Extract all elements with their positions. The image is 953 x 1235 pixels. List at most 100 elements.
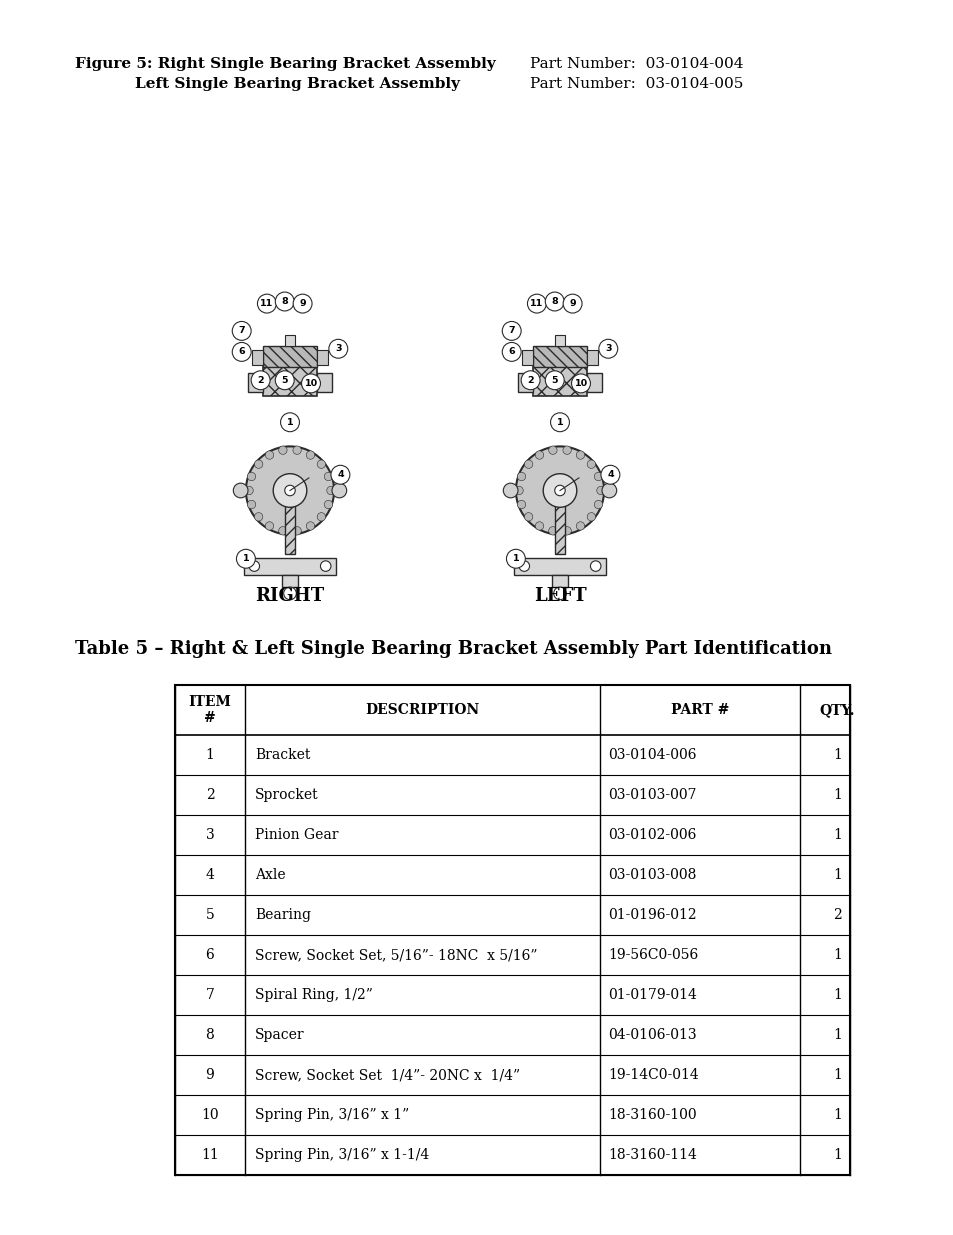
Circle shape (245, 487, 253, 495)
Circle shape (550, 412, 569, 432)
Circle shape (597, 487, 604, 495)
Circle shape (278, 526, 287, 535)
Circle shape (524, 513, 533, 521)
Text: Left Single Bearing Bracket Assembly: Left Single Bearing Bracket Assembly (135, 77, 459, 91)
Circle shape (571, 374, 590, 393)
Circle shape (273, 474, 307, 508)
Text: 19-56C0-056: 19-56C0-056 (607, 948, 698, 962)
Text: 03-0104-006: 03-0104-006 (607, 748, 696, 762)
Text: LEFT: LEFT (533, 587, 586, 605)
Text: Figure 5: Right Single Bearing Bracket Assembly: Figure 5: Right Single Bearing Bracket A… (75, 57, 496, 70)
Bar (317, 350, 328, 364)
Circle shape (306, 521, 314, 530)
Circle shape (600, 466, 619, 484)
Text: 4: 4 (606, 471, 613, 479)
Circle shape (576, 521, 584, 530)
Text: 1: 1 (557, 417, 562, 427)
Circle shape (280, 412, 299, 432)
Circle shape (548, 446, 557, 454)
Circle shape (284, 485, 294, 495)
Text: 9: 9 (299, 299, 306, 308)
Bar (262, 346, 317, 367)
Text: 5: 5 (206, 908, 214, 923)
Circle shape (586, 459, 595, 468)
Text: Bracket: Bracket (254, 748, 310, 762)
Text: 18-3160-100: 18-3160-100 (607, 1108, 696, 1123)
Text: 9: 9 (569, 299, 576, 308)
Text: 10: 10 (201, 1108, 218, 1123)
Circle shape (562, 294, 581, 312)
Text: 2: 2 (527, 375, 534, 385)
Text: 6: 6 (508, 347, 515, 357)
Circle shape (254, 459, 263, 468)
Bar (554, 480, 565, 553)
Circle shape (265, 521, 274, 530)
Text: 19-14C0-014: 19-14C0-014 (607, 1068, 698, 1082)
Circle shape (278, 446, 287, 454)
Text: 03-0102-006: 03-0102-006 (607, 827, 696, 842)
Circle shape (545, 291, 563, 311)
Text: Spiral Ring, 1/2”: Spiral Ring, 1/2” (254, 988, 373, 1002)
Text: 4: 4 (205, 868, 214, 882)
Circle shape (516, 446, 603, 535)
Circle shape (275, 291, 294, 311)
Circle shape (562, 446, 571, 454)
Text: 3: 3 (335, 345, 341, 353)
Circle shape (554, 485, 565, 495)
Bar (248, 373, 262, 391)
Bar (281, 574, 298, 587)
Circle shape (265, 451, 274, 459)
Text: 2: 2 (832, 908, 841, 923)
Text: DESCRIPTION: DESCRIPTION (365, 703, 479, 718)
Text: Bearing: Bearing (254, 908, 311, 923)
Circle shape (275, 370, 294, 390)
Text: 9: 9 (206, 1068, 214, 1082)
Text: PART #: PART # (670, 703, 728, 718)
Text: 3: 3 (604, 345, 611, 353)
Text: RIGHT: RIGHT (255, 587, 324, 605)
Text: 3: 3 (206, 827, 214, 842)
Circle shape (247, 500, 255, 509)
Bar (554, 335, 565, 346)
Bar (174, 685, 849, 1174)
Circle shape (329, 340, 348, 358)
Text: QTY.: QTY. (819, 703, 854, 718)
Bar (244, 558, 335, 574)
Text: Axle: Axle (254, 868, 285, 882)
Circle shape (527, 294, 546, 312)
Circle shape (545, 370, 563, 390)
Circle shape (594, 500, 602, 509)
Circle shape (503, 483, 517, 498)
Circle shape (316, 459, 325, 468)
Circle shape (535, 451, 543, 459)
Text: 1: 1 (832, 868, 841, 882)
Circle shape (233, 483, 248, 498)
Text: 03-0103-007: 03-0103-007 (607, 788, 696, 802)
Text: Pinion Gear: Pinion Gear (254, 827, 338, 842)
Text: 1: 1 (832, 1068, 841, 1082)
Circle shape (257, 294, 276, 312)
Text: 5: 5 (551, 375, 558, 385)
Circle shape (293, 294, 312, 312)
Circle shape (598, 340, 618, 358)
Circle shape (517, 500, 525, 509)
Circle shape (283, 587, 296, 600)
Circle shape (249, 561, 259, 572)
Circle shape (324, 500, 333, 509)
Circle shape (254, 513, 263, 521)
Circle shape (251, 370, 270, 390)
Text: 1: 1 (512, 555, 518, 563)
Text: 7: 7 (205, 988, 214, 1002)
Text: Spring Pin, 3/16” x 1”: Spring Pin, 3/16” x 1” (254, 1108, 409, 1123)
Text: 11: 11 (530, 299, 543, 308)
Circle shape (590, 561, 600, 572)
Text: 01-0179-014: 01-0179-014 (607, 988, 696, 1002)
Text: Screw, Socket Set, 5/16”- 18NC  x 5/16”: Screw, Socket Set, 5/16”- 18NC x 5/16” (254, 948, 537, 962)
Circle shape (553, 587, 566, 600)
Text: 11: 11 (260, 299, 274, 308)
Text: 1: 1 (287, 417, 293, 427)
Bar (517, 373, 532, 391)
Text: ITEM
#: ITEM # (189, 695, 232, 725)
Circle shape (518, 561, 529, 572)
Circle shape (506, 550, 525, 568)
